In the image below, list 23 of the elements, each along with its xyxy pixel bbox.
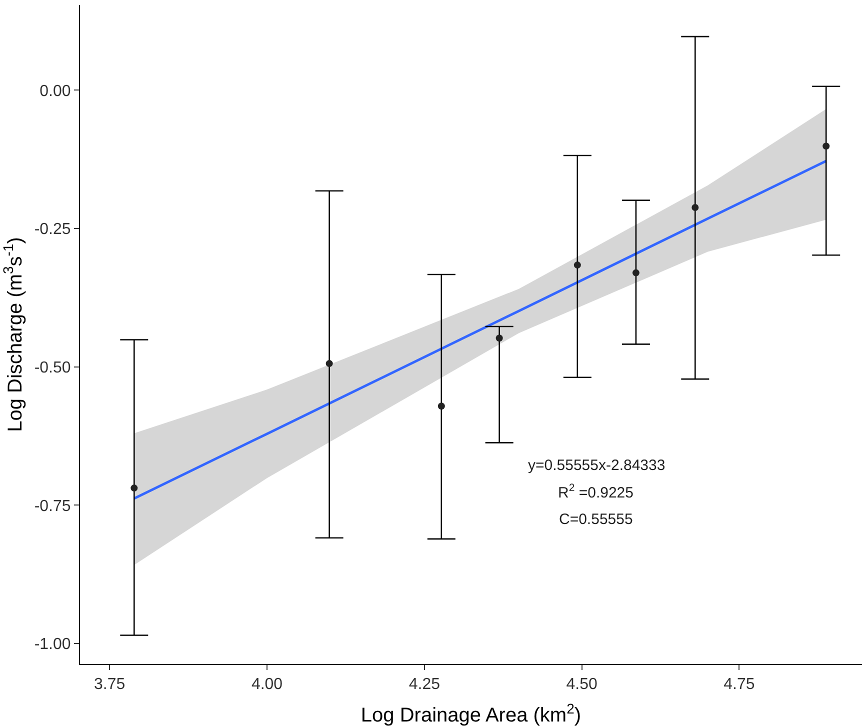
point	[326, 360, 333, 368]
x-tick-label: 3.75	[94, 676, 126, 694]
annotation: R$^{2}$ =0.9225	[558, 482, 634, 502]
annotation: y=0.55555x-2.84333	[528, 457, 666, 474]
point	[692, 204, 699, 212]
point	[438, 402, 445, 410]
annotation: C=0.55555	[559, 511, 633, 528]
y-tick-label: -0.50	[34, 359, 71, 376]
point	[130, 484, 138, 492]
point	[496, 334, 503, 342]
x-tick-label: 4.50	[566, 676, 598, 694]
x-tick-label: 4.75	[724, 676, 755, 694]
y-tick-label: -0.75	[34, 498, 71, 515]
line-series	[132, 160, 828, 500]
y-tick-label: -0.25	[34, 221, 71, 238]
x-tick-label: 4.25	[408, 676, 440, 694]
y-tick-label: 0.00	[40, 82, 71, 100]
y-tick-label: -1.00	[34, 636, 71, 654]
x-axis-title: Log Drainage Area (km$^{2}$)	[360, 700, 582, 727]
point	[574, 262, 581, 269]
point	[632, 269, 640, 276]
point	[822, 142, 830, 150]
x-tick-label: 4.00	[251, 676, 283, 694]
